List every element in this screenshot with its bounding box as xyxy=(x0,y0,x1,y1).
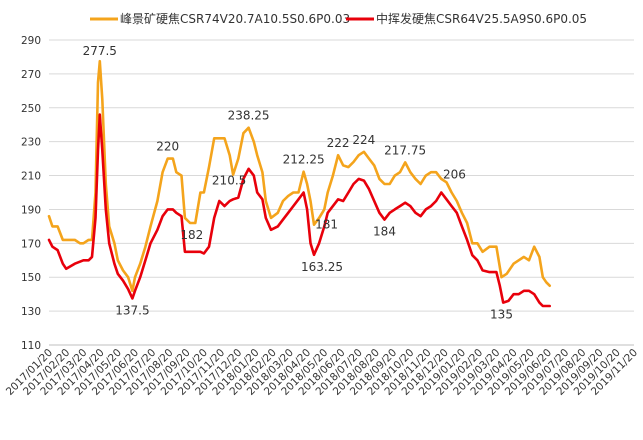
y-tick-label-150: 150 xyxy=(21,272,41,284)
series-line-2 xyxy=(47,113,551,308)
y-tick-label-210: 210 xyxy=(21,171,41,183)
legend-label-series-2: 中挥发硬焦CSR64V25.5A9S0.6P0.05 xyxy=(376,11,587,26)
data-label-1: 137.5 xyxy=(115,303,149,317)
data-label-4: 210.5 xyxy=(212,174,246,188)
legend: 峰景矿硬焦CSR74V20.7A10.5S0.6P0.03 中挥发硬焦CSR64… xyxy=(90,11,587,26)
data-label-10: 224 xyxy=(352,133,375,147)
data-label-0: 277.5 xyxy=(83,44,117,58)
y-tick-label-130: 130 xyxy=(21,306,41,318)
data-label-3: 182 xyxy=(180,228,203,242)
y-tick-label-290: 290 xyxy=(21,35,41,47)
data-label-8: 163.25 xyxy=(301,260,343,274)
y-tick-label-170: 170 xyxy=(21,238,41,250)
legend-label-series-1: 峰景矿硬焦CSR74V20.7A10.5S0.6P0.03 xyxy=(120,12,350,26)
y-tick-label-190: 190 xyxy=(21,204,41,216)
data-label-2: 220 xyxy=(156,140,179,154)
x-tick-labels: 2017/01/202017/02/202017/03/202017/04/20… xyxy=(4,347,640,398)
data-label-11: 184 xyxy=(373,225,396,239)
data-label-7: 181 xyxy=(315,218,338,232)
data-label-6: 212.25 xyxy=(283,153,325,167)
y-tick-label-250: 250 xyxy=(21,103,41,115)
data-label-14: 135 xyxy=(490,308,513,322)
data-labels: 277.5 137.5 220 182 210.5 238.25 212.25 181 163.… xyxy=(83,44,513,321)
grid-lines xyxy=(49,39,634,346)
data-label-13: 206 xyxy=(443,167,466,181)
series-lines xyxy=(47,59,551,308)
series-line-1 xyxy=(47,59,551,293)
data-label-9: 222 xyxy=(327,136,350,150)
y-tick-label-230: 230 xyxy=(21,137,41,149)
data-label-5: 238.25 xyxy=(228,109,270,123)
y-tick-label-110: 110 xyxy=(21,340,41,352)
y-tick-label-270: 270 xyxy=(21,69,41,81)
y-tick-labels: 110 130 150 170 190 210 230 250 270 290 xyxy=(21,35,41,352)
data-label-12: 217.75 xyxy=(384,143,426,157)
